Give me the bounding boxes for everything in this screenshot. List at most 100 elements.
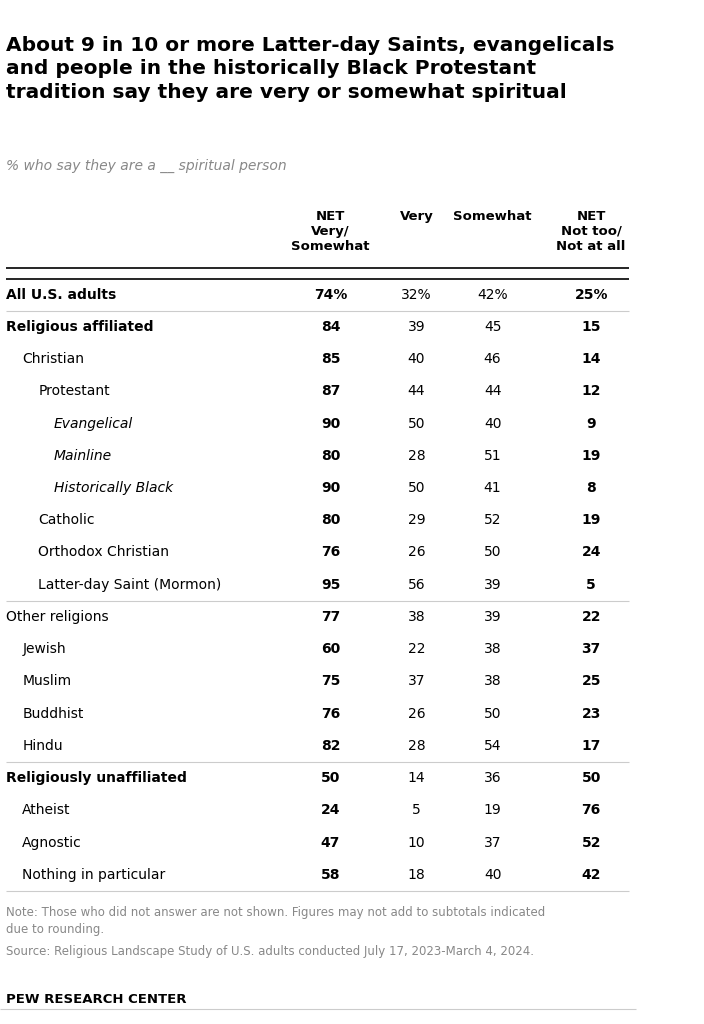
Text: 54: 54 — [484, 739, 501, 753]
Text: 38: 38 — [484, 675, 501, 688]
Text: Mainline: Mainline — [54, 449, 112, 463]
Text: Agnostic: Agnostic — [23, 836, 82, 850]
Text: 19: 19 — [582, 449, 601, 463]
Text: 40: 40 — [484, 417, 501, 430]
Text: Latter-day Saint (Mormon): Latter-day Saint (Mormon) — [38, 578, 221, 592]
Text: 17: 17 — [582, 739, 601, 753]
Text: 90: 90 — [321, 417, 340, 430]
Text: 56: 56 — [408, 578, 425, 592]
Text: 15: 15 — [582, 319, 601, 334]
Text: Evangelical: Evangelical — [54, 417, 133, 430]
Text: 19: 19 — [484, 803, 501, 817]
Text: 29: 29 — [408, 513, 425, 527]
Text: 25%: 25% — [574, 288, 608, 302]
Text: 39: 39 — [484, 578, 501, 592]
Text: 58: 58 — [321, 867, 340, 882]
Text: Nothing in particular: Nothing in particular — [23, 867, 165, 882]
Text: 76: 76 — [582, 803, 601, 817]
Text: 39: 39 — [484, 610, 501, 624]
Text: 36: 36 — [484, 771, 501, 785]
Text: 10: 10 — [408, 836, 425, 850]
Text: 50: 50 — [408, 481, 425, 495]
Text: 50: 50 — [484, 546, 501, 559]
Text: 42: 42 — [582, 867, 601, 882]
Text: 14: 14 — [582, 352, 601, 367]
Text: Christian: Christian — [23, 352, 84, 367]
Text: 22: 22 — [408, 642, 425, 656]
Text: 24: 24 — [582, 546, 601, 559]
Text: 12: 12 — [582, 384, 601, 398]
Text: % who say they are a __ spiritual person: % who say they are a __ spiritual person — [6, 159, 287, 173]
Text: 5: 5 — [586, 578, 596, 592]
Text: 26: 26 — [408, 546, 425, 559]
Text: 38: 38 — [484, 642, 501, 656]
Text: Atheist: Atheist — [23, 803, 70, 817]
Text: 74%: 74% — [314, 288, 347, 302]
Text: 41: 41 — [484, 481, 501, 495]
Text: Note: Those who did not answer are not shown. Figures may not add to subtotals i: Note: Those who did not answer are not s… — [6, 906, 546, 936]
Text: 18: 18 — [408, 867, 425, 882]
Text: 77: 77 — [321, 610, 340, 624]
Text: 37: 37 — [484, 836, 501, 850]
Text: NET
Very/
Somewhat: NET Very/ Somewhat — [291, 210, 370, 253]
Text: 14: 14 — [408, 771, 425, 785]
Text: 51: 51 — [484, 449, 501, 463]
Text: 40: 40 — [408, 352, 425, 367]
Text: Other religions: Other religions — [6, 610, 109, 624]
Text: 40: 40 — [484, 867, 501, 882]
Text: 25: 25 — [582, 675, 601, 688]
Text: Religiously unaffiliated: Religiously unaffiliated — [6, 771, 187, 785]
Text: 37: 37 — [408, 675, 425, 688]
Text: Religious affiliated: Religious affiliated — [6, 319, 154, 334]
Text: Protestant: Protestant — [38, 384, 110, 398]
Text: 22: 22 — [582, 610, 601, 624]
Text: Hindu: Hindu — [23, 739, 63, 753]
Text: 80: 80 — [321, 513, 340, 527]
Text: 47: 47 — [321, 836, 340, 850]
Text: Muslim: Muslim — [23, 675, 71, 688]
Text: NET
Not too/
Not at all: NET Not too/ Not at all — [556, 210, 626, 253]
Text: 39: 39 — [408, 319, 425, 334]
Text: 24: 24 — [321, 803, 340, 817]
Text: 45: 45 — [484, 319, 501, 334]
Text: 82: 82 — [321, 739, 340, 753]
Text: 60: 60 — [321, 642, 340, 656]
Text: About 9 in 10 or more Latter-day Saints, evangelicals
and people in the historic: About 9 in 10 or more Latter-day Saints,… — [6, 36, 615, 101]
Text: 50: 50 — [321, 771, 340, 785]
Text: 50: 50 — [484, 707, 501, 721]
Text: 84: 84 — [321, 319, 340, 334]
Text: Historically Black: Historically Black — [54, 481, 173, 495]
Text: 44: 44 — [408, 384, 425, 398]
Text: 9: 9 — [586, 417, 596, 430]
Text: 50: 50 — [582, 771, 601, 785]
Text: 87: 87 — [321, 384, 340, 398]
Text: Jewish: Jewish — [23, 642, 66, 656]
Text: PEW RESEARCH CENTER: PEW RESEARCH CENTER — [6, 993, 187, 1007]
Text: 8: 8 — [586, 481, 596, 495]
Text: 90: 90 — [321, 481, 340, 495]
Text: Somewhat: Somewhat — [453, 210, 532, 223]
Text: 42%: 42% — [477, 288, 508, 302]
Text: 37: 37 — [582, 642, 601, 656]
Text: 28: 28 — [408, 449, 425, 463]
Text: 50: 50 — [408, 417, 425, 430]
Text: 38: 38 — [408, 610, 425, 624]
Text: 76: 76 — [321, 707, 340, 721]
Text: 26: 26 — [408, 707, 425, 721]
Text: Catholic: Catholic — [38, 513, 94, 527]
Text: 85: 85 — [321, 352, 340, 367]
Text: 28: 28 — [408, 739, 425, 753]
Text: 95: 95 — [321, 578, 340, 592]
Text: 23: 23 — [582, 707, 601, 721]
Text: Very: Very — [399, 210, 433, 223]
Text: 46: 46 — [484, 352, 501, 367]
Text: 32%: 32% — [401, 288, 432, 302]
Text: Source: Religious Landscape Study of U.S. adults conducted July 17, 2023-March 4: Source: Religious Landscape Study of U.S… — [6, 945, 534, 958]
Text: 76: 76 — [321, 546, 340, 559]
Text: 52: 52 — [582, 836, 601, 850]
Text: 19: 19 — [582, 513, 601, 527]
Text: Buddhist: Buddhist — [23, 707, 84, 721]
Text: Orthodox Christian: Orthodox Christian — [38, 546, 169, 559]
Text: All U.S. adults: All U.S. adults — [6, 288, 117, 302]
Text: 44: 44 — [484, 384, 501, 398]
